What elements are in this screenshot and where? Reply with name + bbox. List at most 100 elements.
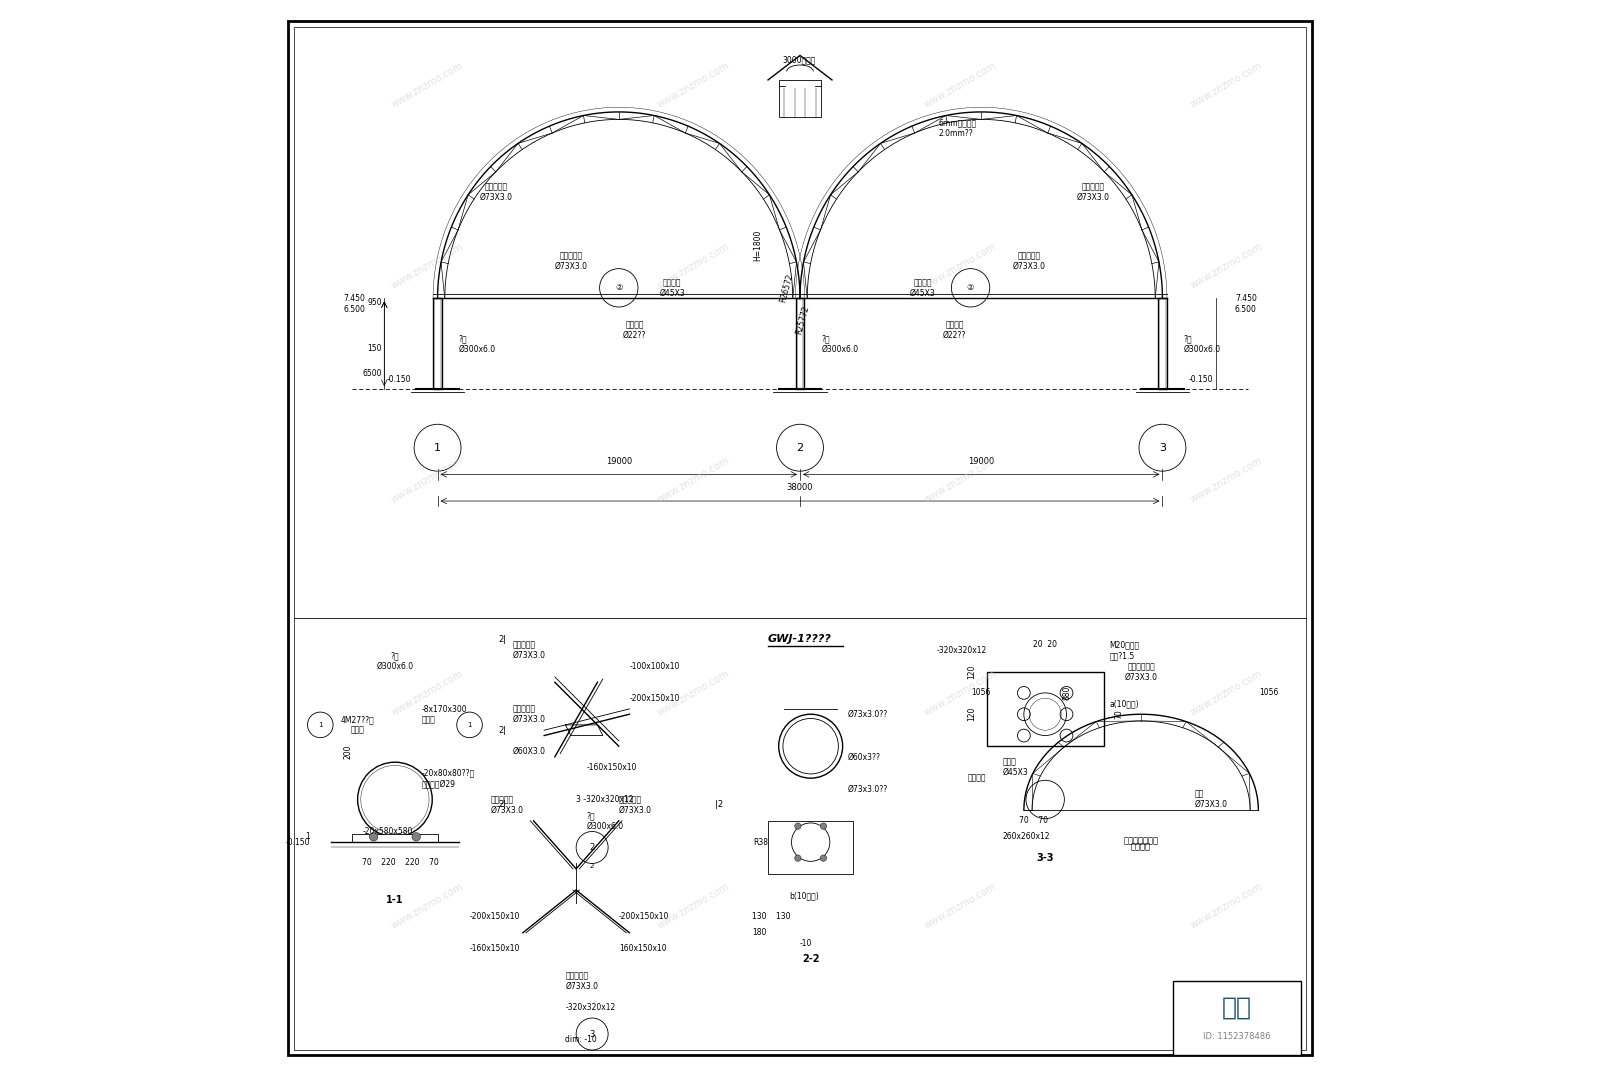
Text: 120: 120 bbox=[966, 664, 976, 679]
Circle shape bbox=[821, 855, 827, 861]
Text: Ø73x3.0??: Ø73x3.0?? bbox=[848, 710, 888, 718]
Text: 20  20: 20 20 bbox=[1034, 641, 1058, 649]
Text: Ø73x3.0??: Ø73x3.0?? bbox=[848, 785, 888, 793]
Text: 3: 3 bbox=[1158, 442, 1166, 453]
Text: www.znzmo.com: www.znzmo.com bbox=[389, 242, 464, 291]
Text: 管架腹杆
Ø45X3: 管架腹杆 Ø45X3 bbox=[659, 278, 685, 297]
Bar bbox=[779, 80, 821, 117]
Text: a(10厚板): a(10厚板) bbox=[1109, 699, 1139, 708]
Text: -160x150x10: -160x150x10 bbox=[587, 763, 637, 772]
Text: Ø60X3.0: Ø60X3.0 bbox=[512, 747, 546, 756]
Text: 管桁架上弦杆
Ø73X3.0: 管桁架上弦杆 Ø73X3.0 bbox=[1125, 663, 1158, 682]
Text: 管架上弦杆
Ø73X3.0: 管架上弦杆 Ø73X3.0 bbox=[512, 641, 546, 660]
Text: -0.150: -0.150 bbox=[387, 375, 411, 384]
Text: 70    220    220    70: 70 220 220 70 bbox=[362, 858, 438, 867]
Text: 1056: 1056 bbox=[971, 689, 990, 697]
Text: -160x150x10: -160x150x10 bbox=[469, 944, 520, 953]
Text: -10: -10 bbox=[800, 939, 813, 948]
Text: 6.500: 6.500 bbox=[342, 305, 365, 313]
Text: www.znzmo.com: www.znzmo.com bbox=[389, 882, 464, 931]
Text: 2: 2 bbox=[589, 843, 595, 852]
Text: 200: 200 bbox=[344, 744, 352, 759]
Text: 70: 70 bbox=[1115, 709, 1123, 720]
Text: www.znzmo.com: www.znzmo.com bbox=[1189, 242, 1264, 291]
Text: 管架下弦杆
Ø73X3.0: 管架下弦杆 Ø73X3.0 bbox=[1013, 252, 1046, 271]
Text: www.znzmo.com: www.znzmo.com bbox=[656, 882, 731, 931]
Text: www.znzmo.com: www.znzmo.com bbox=[656, 668, 731, 717]
Text: www.znzmo.com: www.znzmo.com bbox=[922, 61, 998, 110]
Text: ?柱
Ø300x6.0: ?柱 Ø300x6.0 bbox=[587, 811, 624, 830]
Text: www.znzmo.com: www.znzmo.com bbox=[922, 882, 998, 931]
Circle shape bbox=[370, 833, 378, 841]
Text: 管架上弦杆
Ø73X3.0: 管架上弦杆 Ø73X3.0 bbox=[491, 795, 523, 814]
Text: 1: 1 bbox=[318, 722, 323, 728]
Text: 260x260x12: 260x260x12 bbox=[1003, 833, 1050, 841]
Text: 3000型气楼: 3000型气楼 bbox=[782, 55, 816, 64]
Text: 150: 150 bbox=[368, 343, 382, 353]
Bar bbox=[434, 298, 442, 389]
Text: 水平拉杆
Ø22??: 水平拉杆 Ø22?? bbox=[622, 321, 646, 340]
Text: -20x580x580: -20x580x580 bbox=[363, 827, 413, 836]
Text: 管桁架
Ø45X3: 管桁架 Ø45X3 bbox=[1003, 758, 1029, 777]
Text: www.znzmo.com: www.znzmo.com bbox=[656, 61, 731, 110]
Circle shape bbox=[821, 823, 827, 829]
Text: www.znzmo.com: www.znzmo.com bbox=[1189, 668, 1264, 717]
Text: 3-3: 3-3 bbox=[1037, 853, 1054, 862]
Text: H=1800: H=1800 bbox=[754, 229, 763, 261]
Text: ID: 1152378486: ID: 1152378486 bbox=[1203, 1032, 1270, 1040]
Text: www.znzmo.com: www.znzmo.com bbox=[1189, 882, 1264, 931]
Bar bbox=[768, 821, 853, 874]
Text: ②: ② bbox=[966, 284, 974, 292]
Text: www.znzmo.com: www.znzmo.com bbox=[389, 61, 464, 110]
Text: -200x150x10: -200x150x10 bbox=[629, 694, 680, 702]
Circle shape bbox=[411, 833, 421, 841]
Bar bbox=[1158, 298, 1166, 389]
Text: 管架上弦杆
Ø73X3.0: 管架上弦杆 Ø73X3.0 bbox=[1077, 182, 1110, 201]
Text: 2|: 2| bbox=[499, 726, 507, 734]
Text: 2-2: 2-2 bbox=[802, 954, 819, 964]
Text: 管架上弦杆
Ø73X3.0: 管架上弦杆 Ø73X3.0 bbox=[480, 182, 512, 201]
Text: 1: 1 bbox=[434, 442, 442, 453]
Text: 180: 180 bbox=[752, 928, 766, 937]
Text: 70    70: 70 70 bbox=[1019, 817, 1048, 825]
Text: www.znzmo.com: www.znzmo.com bbox=[1189, 455, 1264, 504]
Text: R25772: R25772 bbox=[795, 305, 811, 335]
Text: 支座底板: 支座底板 bbox=[968, 774, 987, 782]
Text: ?柱
Ø300x6.0: ?柱 Ø300x6.0 bbox=[459, 334, 496, 354]
Text: M20吊车梁
轨机?1.5: M20吊车梁 轨机?1.5 bbox=[1109, 641, 1139, 660]
Bar bbox=[352, 834, 437, 842]
Text: 3: 3 bbox=[589, 1030, 595, 1038]
Text: 1-1: 1-1 bbox=[386, 895, 403, 905]
Text: www.znzmo.com: www.znzmo.com bbox=[656, 242, 731, 291]
Text: -320x320x12: -320x320x12 bbox=[936, 646, 987, 655]
Text: 130    130: 130 130 bbox=[752, 912, 790, 921]
Text: 880: 880 bbox=[1062, 685, 1070, 700]
Text: 管架上弦杆
Ø73X3.0: 管架上弦杆 Ø73X3.0 bbox=[619, 795, 651, 814]
Text: ?柱
Ø300x6.0: ?柱 Ø300x6.0 bbox=[1184, 334, 1221, 354]
Text: www.znzmo.com: www.znzmo.com bbox=[922, 455, 998, 504]
Text: 1: 1 bbox=[467, 722, 472, 728]
Text: 2: 2 bbox=[590, 863, 594, 870]
Text: 120: 120 bbox=[966, 707, 976, 722]
Text: 2|: 2| bbox=[499, 801, 507, 809]
Text: www.znzmo.com: www.znzmo.com bbox=[656, 455, 731, 504]
Text: GWJ-1????: GWJ-1???? bbox=[768, 634, 832, 644]
Text: -0.150: -0.150 bbox=[285, 838, 310, 846]
Bar bbox=[987, 672, 1104, 746]
Text: 19000: 19000 bbox=[968, 457, 994, 466]
Text: -200x150x10: -200x150x10 bbox=[469, 912, 520, 921]
Text: 3 -320x320x12: 3 -320x320x12 bbox=[576, 795, 634, 804]
Text: 管架下弦杆
Ø73X3.0: 管架下弦杆 Ø73X3.0 bbox=[512, 705, 546, 724]
Text: dim: -10: dim: -10 bbox=[565, 1035, 597, 1044]
Text: ?柱
Ø300x6.0: ?柱 Ø300x6.0 bbox=[376, 651, 413, 671]
Text: www.znzmo.com: www.znzmo.com bbox=[389, 455, 464, 504]
Circle shape bbox=[795, 823, 802, 829]
Text: 7.450: 7.450 bbox=[1235, 294, 1258, 303]
Text: 1056: 1056 bbox=[1259, 689, 1278, 697]
Text: 管架
Ø73X3.0: 管架 Ø73X3.0 bbox=[1195, 790, 1227, 809]
Text: Ø60x3??: Ø60x3?? bbox=[848, 753, 882, 761]
Text: -0.150: -0.150 bbox=[1189, 375, 1213, 384]
Text: 38000: 38000 bbox=[787, 484, 813, 492]
Text: b(10厚板): b(10厚板) bbox=[789, 891, 819, 900]
Text: 160x150x10: 160x150x10 bbox=[619, 944, 667, 953]
